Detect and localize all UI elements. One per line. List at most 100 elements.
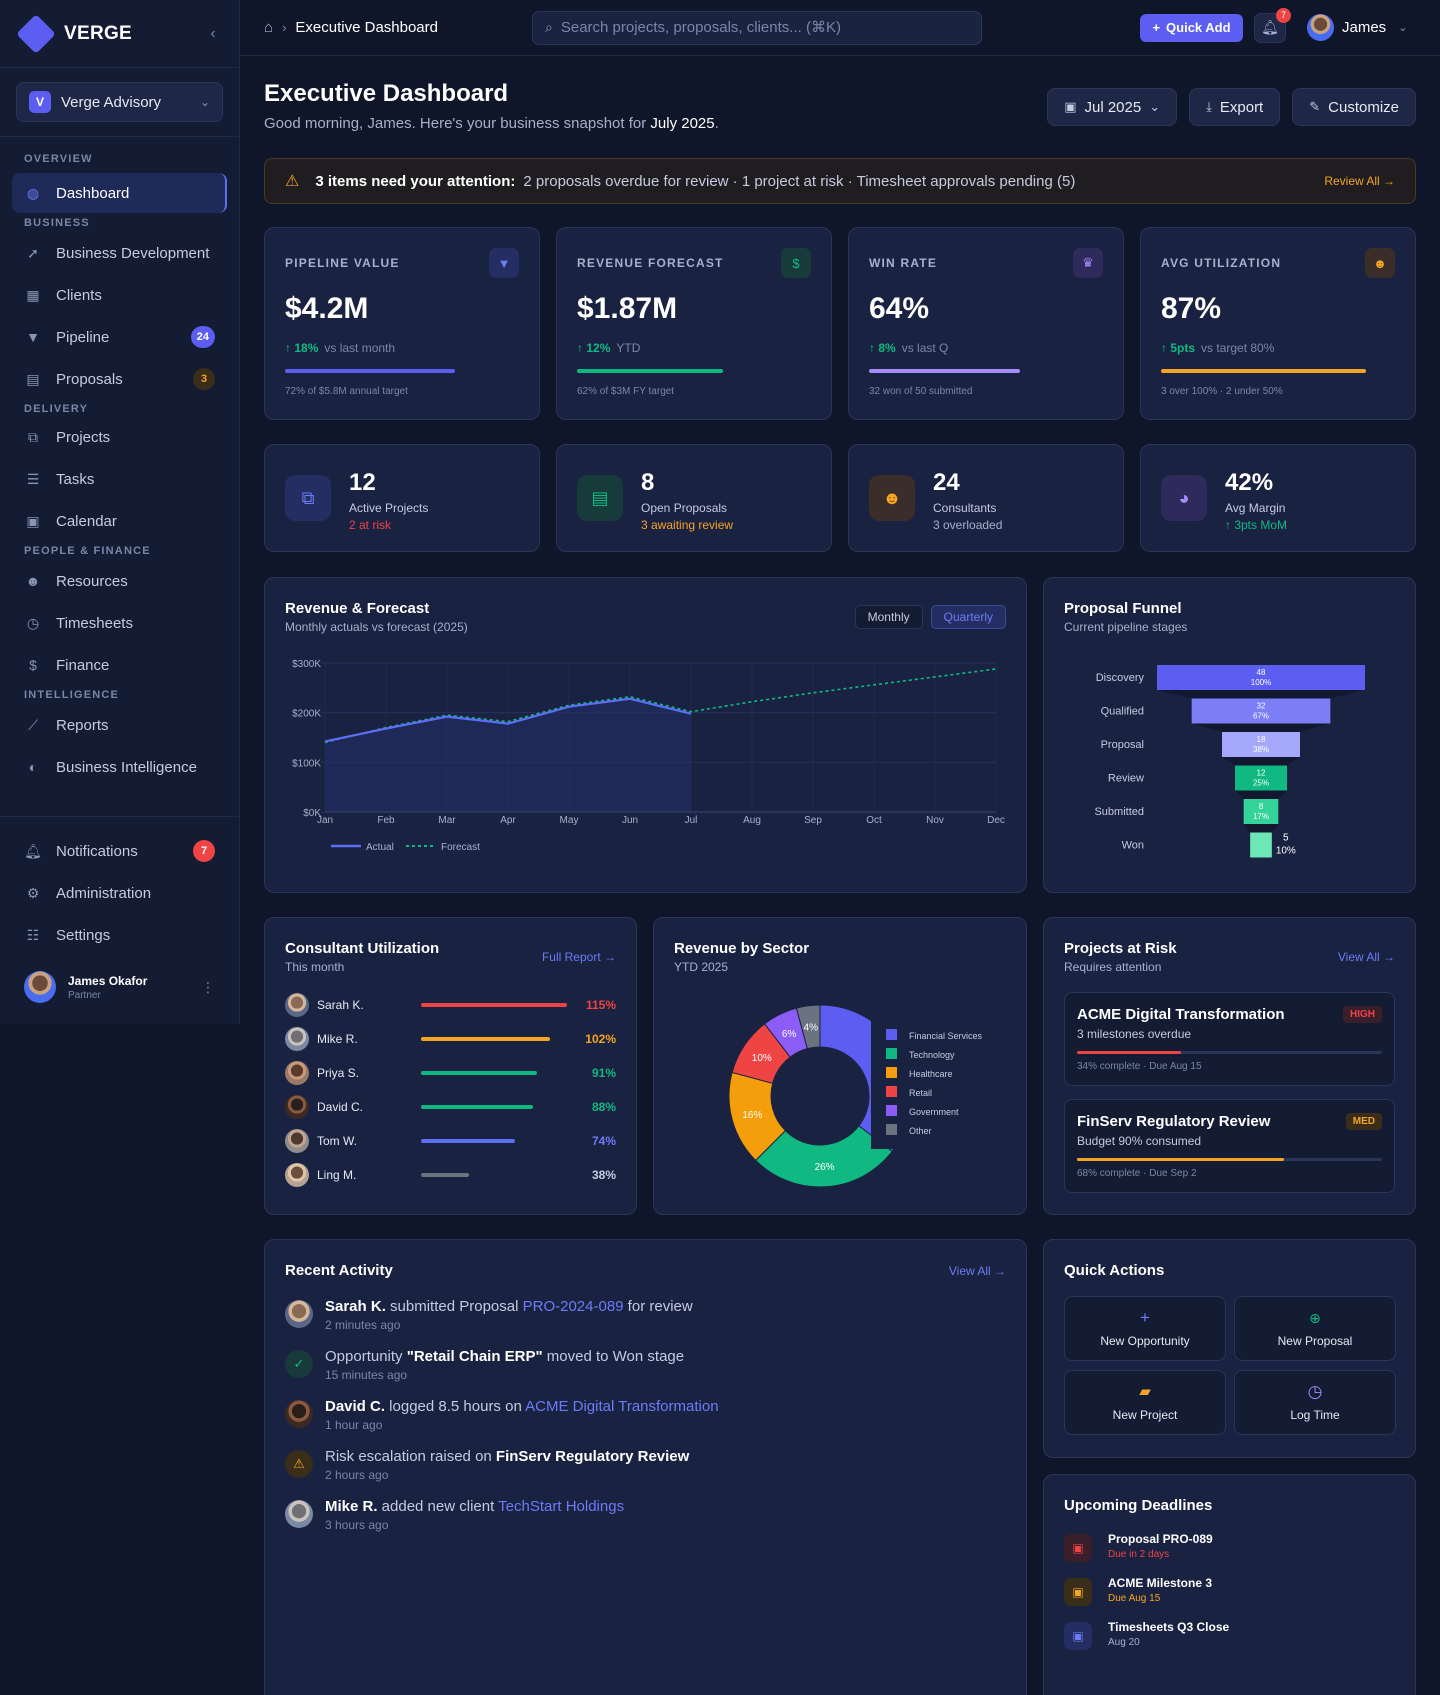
quick-add-button[interactable]: + Quick Add bbox=[1140, 13, 1243, 42]
sidebar-item-dashboard[interactable]: ◍ Dashboard bbox=[12, 173, 227, 213]
delta-number: 8% bbox=[878, 341, 896, 355]
sidebar-item-timesheets[interactable]: ◷ Timesheets bbox=[12, 603, 227, 643]
sidebar-item-resources[interactable]: ☻ Resources bbox=[12, 561, 227, 601]
org-selector[interactable]: V Verge Advisory ⌄ bbox=[16, 82, 223, 122]
sidebar-item-settings[interactable]: ☷ Settings bbox=[12, 915, 227, 955]
consultant-name: Mike R. bbox=[317, 1032, 358, 1046]
stat-card-consultants[interactable]: ☻ 24 Consultants 3 overloaded bbox=[848, 444, 1124, 552]
users-icon: ☻ bbox=[869, 475, 915, 521]
sidebar-item-calendar[interactable]: ▣ Calendar bbox=[12, 501, 227, 541]
legend-swatch bbox=[886, 1067, 897, 1078]
period-selector[interactable]: ▣ Jul 2025 ⌄ bbox=[1047, 88, 1178, 126]
toggle-monthly[interactable]: Monthly bbox=[854, 605, 923, 629]
funnel-percent-label: 10% bbox=[1276, 846, 1296, 857]
stat-sub: ↑ 3pts MoM bbox=[1225, 518, 1288, 532]
funnel-percent-label: 67% bbox=[1253, 712, 1269, 721]
deadline-item[interactable]: ▣ ACME Milestone 3 Due Aug 15 bbox=[1064, 1574, 1395, 1610]
funnel-connector bbox=[1243, 824, 1279, 833]
activity-action-end: moved to Won stage bbox=[542, 1348, 685, 1365]
stat-card-avg-margin[interactable]: ◕ 42% Avg Margin ↑ 3pts MoM bbox=[1140, 444, 1416, 552]
activity-actor: Mike R. bbox=[325, 1498, 378, 1515]
warning-icon: ⚠ bbox=[285, 173, 300, 190]
export-button[interactable]: ⤓ Export bbox=[1189, 88, 1281, 126]
sidebar-item-administration[interactable]: ⚙ Administration bbox=[12, 873, 227, 913]
view-all-link[interactable]: View All → bbox=[948, 1264, 1006, 1278]
new-project-button[interactable]: ▰ New Project bbox=[1064, 1370, 1226, 1435]
sidebar-item-label: Projects bbox=[56, 428, 111, 446]
quick-action-label: New Opportunity bbox=[1100, 1334, 1190, 1348]
delta-number: 12% bbox=[586, 341, 611, 355]
sidebar-item-label: Administration bbox=[56, 884, 152, 902]
consultant-utilization-card: Consultant Utilization This month Full R… bbox=[264, 917, 637, 1215]
risk-subtitle: 3 milestones overdue bbox=[1077, 1027, 1192, 1041]
stat-label: Avg Margin bbox=[1225, 501, 1286, 515]
activity-link[interactable]: ACME Digital Transformation bbox=[525, 1398, 719, 1415]
sidebar-item-finance[interactable]: $ Finance bbox=[12, 645, 227, 685]
stat-value: 12 bbox=[349, 469, 376, 496]
stat-label: Active Projects bbox=[349, 501, 429, 515]
sidebar-item-business-development[interactable]: ➚ Business Development bbox=[12, 233, 227, 273]
more-vertical-icon[interactable]: ⋮ bbox=[201, 978, 215, 995]
funnel-count-label: 18 bbox=[1257, 735, 1266, 744]
nav-section-delivery: DELIVERY bbox=[24, 403, 89, 415]
risk-item[interactable]: ACME Digital Transformation 3 milestones… bbox=[1064, 992, 1395, 1086]
activity-link[interactable]: PRO-2024-089 bbox=[522, 1298, 624, 1315]
activity-time: 1 hour ago bbox=[325, 1418, 383, 1432]
sidebar-item-notifications[interactable]: 🔔︎ Notifications 7 bbox=[12, 831, 227, 871]
pie-icon: ◕ bbox=[1161, 475, 1207, 521]
risk-footnote: 34% complete · Due Aug 15 bbox=[1077, 1061, 1202, 1072]
activity-item: ⚠ Risk escalation raised on FinServ Regu… bbox=[285, 1448, 1006, 1492]
review-all-link[interactable]: Review All → bbox=[1324, 174, 1395, 188]
sidebar-item-proposals[interactable]: ▤ Proposals 3 bbox=[12, 359, 227, 399]
new-opportunity-button[interactable]: + New Opportunity bbox=[1064, 1296, 1226, 1361]
sidebar-item-clients[interactable]: ▦ Clients bbox=[12, 275, 227, 315]
funnel-stage-label: Qualified bbox=[1101, 706, 1144, 718]
sidebar-item-business-intelligence[interactable]: ◐ Business Intelligence bbox=[12, 747, 227, 787]
toggle-quarterly[interactable]: Quarterly bbox=[930, 605, 1006, 629]
deadline-item[interactable]: ▣ Timesheets Q3 Close Aug 20 bbox=[1064, 1618, 1395, 1654]
new-proposal-button[interactable]: ⊕ New Proposal bbox=[1234, 1296, 1396, 1361]
sidebar-item-tasks[interactable]: ☰ Tasks bbox=[12, 459, 227, 499]
x-tick-label: Jun bbox=[622, 815, 638, 826]
sidebar-item-pipeline[interactable]: ▼ Pipeline 24 bbox=[12, 317, 227, 357]
risk-item[interactable]: FinServ Regulatory Review Budget 90% con… bbox=[1064, 1099, 1395, 1193]
clock-icon: ◷ bbox=[26, 614, 40, 631]
card-title: Revenue & Forecast bbox=[285, 600, 430, 617]
log-time-button[interactable]: ◷ Log Time bbox=[1234, 1370, 1396, 1435]
sidebar-item-projects[interactable]: ⧉ Projects bbox=[12, 417, 227, 457]
full-report-link[interactable]: Full Report → bbox=[541, 950, 616, 964]
collapse-sidebar-icon[interactable]: ‹ bbox=[210, 24, 216, 42]
sidebar-item-label: Clients bbox=[56, 286, 102, 304]
sidebar-header: VERGE ‹ bbox=[0, 0, 239, 68]
brain-icon: ◐ bbox=[28, 759, 38, 775]
funnel-stage-label: Discovery bbox=[1096, 672, 1145, 684]
customize-button[interactable]: ✎ Customize bbox=[1292, 88, 1416, 126]
view-all-link[interactable]: View All → bbox=[1337, 950, 1395, 964]
stat-card-open-proposals[interactable]: ▤ 8 Open Proposals 3 awaiting review bbox=[556, 444, 832, 552]
deadline-date: Due Aug 15 bbox=[1108, 1593, 1161, 1604]
notifications-count-badge: 7 bbox=[193, 840, 215, 862]
y-tick-label: $100K bbox=[292, 758, 321, 769]
activity-link[interactable]: TechStart Holdings bbox=[498, 1498, 625, 1515]
stat-card-active-projects[interactable]: ⧉ 12 Active Projects 2 at risk bbox=[264, 444, 540, 552]
kpi-progress-bar bbox=[577, 369, 723, 373]
card-subtitle: Monthly actuals vs forecast (2025) bbox=[285, 620, 468, 634]
home-icon[interactable]: ⌂ bbox=[264, 19, 274, 36]
user-menu[interactable]: James ⌄ bbox=[1307, 14, 1407, 41]
user-info: James Okafor Partner bbox=[68, 974, 147, 1001]
app-name: VERGE bbox=[64, 22, 133, 44]
chevron-down-icon: ⌄ bbox=[199, 95, 210, 109]
sitemap-icon: ⧉ bbox=[285, 475, 331, 521]
kpi-label: AVG UTILIZATION bbox=[1161, 256, 1282, 270]
notifications-button[interactable]: 🔔︎ 7 bbox=[1254, 7, 1291, 43]
avatar bbox=[1307, 14, 1334, 41]
kpi-value: 87% bbox=[1161, 292, 1222, 325]
utilization-percent: 115% bbox=[585, 998, 616, 1012]
deadline-item[interactable]: ▣ Proposal PRO-089 Due in 2 days bbox=[1064, 1530, 1395, 1566]
topbar: ⌂ › Executive Dashboard ⌕ + Quick Add 🔔︎… bbox=[240, 0, 1440, 56]
search-box[interactable]: ⌕ bbox=[532, 10, 982, 45]
funnel-bar bbox=[1157, 665, 1365, 690]
sidebar-user-card[interactable]: James Okafor Partner ⋮ bbox=[12, 959, 227, 1015]
search-input[interactable] bbox=[560, 19, 969, 36]
sidebar-item-reports[interactable]: ⟋ Reports bbox=[12, 705, 227, 745]
